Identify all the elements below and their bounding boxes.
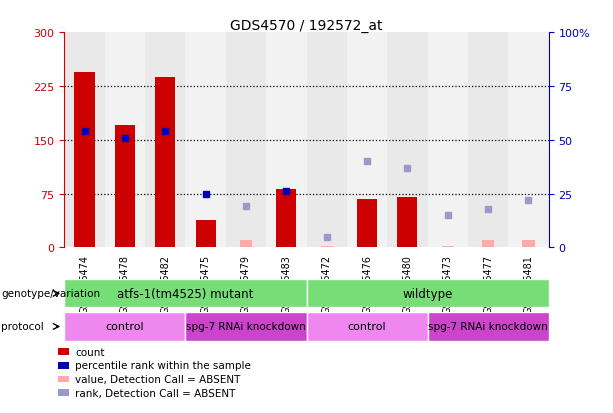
Text: count: count	[75, 347, 105, 357]
Text: atfs-1(tm4525) mutant: atfs-1(tm4525) mutant	[117, 287, 254, 300]
Text: protocol: protocol	[1, 322, 44, 332]
Text: control: control	[105, 322, 144, 332]
Bar	[306, 33, 347, 248]
Text: spg-7 RNAi knockdown: spg-7 RNAi knockdown	[428, 322, 548, 332]
Bar	[508, 33, 549, 248]
Bar	[185, 33, 226, 248]
Bar	[522, 241, 535, 248]
Bar	[155, 78, 175, 248]
Bar	[427, 313, 549, 341]
Bar	[115, 126, 135, 248]
Bar	[276, 189, 297, 248]
Text: percentile rank within the sample: percentile rank within the sample	[75, 361, 251, 370]
Text: rank, Detection Call = ABSENT: rank, Detection Call = ABSENT	[75, 388, 236, 398]
Bar	[482, 241, 494, 248]
Bar	[240, 241, 252, 248]
Text: genotype/variation: genotype/variation	[1, 289, 101, 299]
Text: spg-7 RNAi knockdown: spg-7 RNAi knockdown	[186, 322, 306, 332]
Bar	[64, 33, 105, 248]
Bar	[105, 33, 145, 248]
Bar	[442, 247, 454, 248]
Text: value, Detection Call = ABSENT: value, Detection Call = ABSENT	[75, 374, 241, 384]
Bar	[321, 247, 333, 248]
Bar	[74, 72, 94, 248]
Bar	[306, 313, 428, 341]
Bar	[427, 33, 468, 248]
Bar	[196, 221, 216, 248]
Bar	[64, 313, 186, 341]
Bar	[387, 33, 428, 248]
Text: control: control	[348, 322, 386, 332]
Bar	[145, 33, 185, 248]
Bar	[266, 33, 306, 248]
Text: GDS4570 / 192572_at: GDS4570 / 192572_at	[230, 19, 383, 33]
Bar	[185, 313, 306, 341]
Bar	[64, 280, 306, 308]
Bar	[357, 199, 377, 248]
Bar	[468, 33, 508, 248]
Bar	[397, 198, 417, 248]
Text: wildtype: wildtype	[402, 287, 453, 300]
Bar	[306, 280, 549, 308]
Bar	[347, 33, 387, 248]
Bar	[226, 33, 266, 248]
